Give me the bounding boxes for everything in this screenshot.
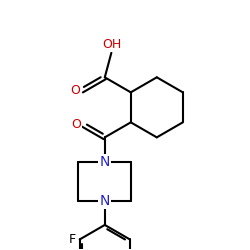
Text: N: N bbox=[100, 155, 110, 169]
Text: N: N bbox=[100, 194, 110, 208]
Text: F: F bbox=[68, 233, 76, 246]
Text: O: O bbox=[70, 84, 80, 97]
Text: O: O bbox=[71, 118, 81, 131]
Text: OH: OH bbox=[102, 38, 122, 51]
